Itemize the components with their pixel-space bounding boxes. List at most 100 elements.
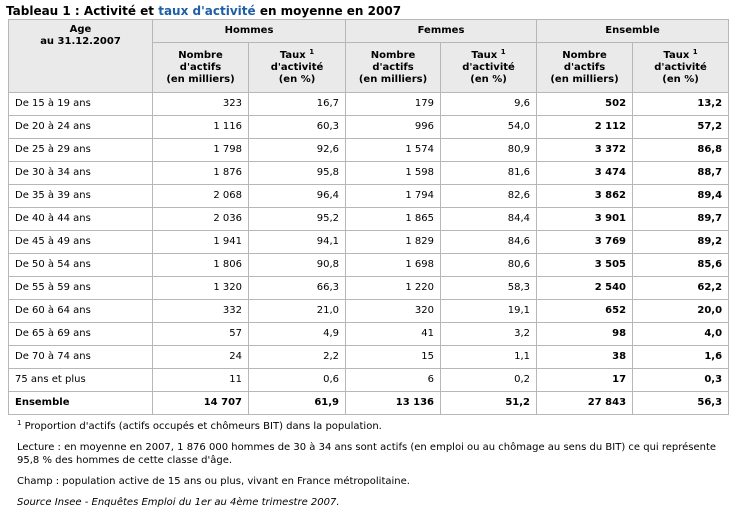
- table-cell: 320: [345, 299, 442, 323]
- table-cell: 1 220: [345, 276, 442, 300]
- table-cell: 92,6: [247, 138, 347, 162]
- age-header-line1: Age: [69, 24, 92, 35]
- table-cell: 3 901: [536, 207, 634, 231]
- table-cell: 1 829: [345, 230, 442, 254]
- measure-header-line2: d'activité: [462, 61, 515, 73]
- measure-header-line1: Taux: [279, 49, 306, 61]
- table-cell: 1 794: [345, 184, 442, 208]
- table-cell: 11: [152, 368, 249, 392]
- table-row: De 65 à 69 ans 57 4,9 41 3,2 98 4,0: [8, 322, 730, 346]
- table-cell: 84,4: [440, 207, 538, 231]
- footnote-marker: 1: [500, 47, 506, 56]
- table-notes: 1 Proportion d'actifs (actifs occupés et…: [17, 420, 729, 509]
- header-row-groups: Age au 31.12.2007 Hommes Femmes Ensemble: [8, 19, 730, 93]
- measure-header-line1: Nombre: [370, 49, 416, 61]
- table-cell: 41: [345, 322, 442, 346]
- table-cell: 81,6: [440, 161, 538, 185]
- measure-header-line2: d'actifs: [563, 61, 606, 73]
- age-header-line2: au 31.12.2007: [40, 36, 121, 47]
- table-row: De 70 à 74 ans 24 2,2 15 1,1 38 1,6: [8, 345, 730, 369]
- table-cell: 17: [536, 368, 634, 392]
- title-prefix: Tableau 1 : Activité et: [6, 4, 159, 18]
- table-cell: 80,6: [440, 253, 538, 277]
- table-cell: 179: [345, 92, 442, 116]
- table-cell: 95,2: [247, 207, 347, 231]
- footnote-text: Proportion d'actifs (actifs occupés et c…: [21, 421, 382, 432]
- table-cell: 88,7: [632, 161, 730, 185]
- table-cell: 58,3: [440, 276, 538, 300]
- table-cell: 57,2: [632, 115, 730, 139]
- table-cell: 1 698: [345, 253, 442, 277]
- measure-header: Nombre d'actifs (en milliers): [345, 42, 442, 93]
- table-cell: 90,8: [247, 253, 347, 277]
- table-row-total: Ensemble 14 707 61,9 13 136 51,2 27 843 56,3: [8, 391, 730, 415]
- table-cell: 89,4: [632, 184, 730, 208]
- table-row: De 45 à 49 ans 1 941 94,1 1 829 84,6 3 769 89,…: [8, 230, 730, 254]
- table-cell: 3,2: [440, 322, 538, 346]
- footnote-marker: 1: [17, 419, 22, 427]
- row-label: 75 ans et plus: [8, 368, 153, 392]
- table-cell: 38: [536, 345, 634, 369]
- header-row-measures: Nombre d'actifs (en milliers) Taux 1 d'activ…: [9, 42, 730, 93]
- table-cell: 95,8: [247, 161, 347, 185]
- table-cell: 82,6: [440, 184, 538, 208]
- table-cell: 1 116: [152, 115, 249, 139]
- row-label: De 65 à 69 ans: [8, 322, 153, 346]
- row-label: De 35 à 39 ans: [8, 184, 153, 208]
- table-cell: 0,6: [247, 368, 347, 392]
- table-body: De 15 à 19 ans 323 16,7 179 9,6 502 13,2 De 20 …: [8, 92, 730, 415]
- taux-activite-link[interactable]: taux d'activité: [158, 4, 256, 18]
- table-row: De 40 à 44 ans 2 036 95,2 1 865 84,4 3 901 89,…: [8, 207, 730, 231]
- table-cell: 2 540: [536, 276, 634, 300]
- table-cell: 89,2: [632, 230, 730, 254]
- table-cell: 1 798: [152, 138, 249, 162]
- activity-table: Age au 31.12.2007 Hommes Femmes Ensemble…: [8, 19, 730, 415]
- measure-header: Taux 1 d'activité (en %): [632, 42, 730, 93]
- table-cell: 84,6: [440, 230, 538, 254]
- measure-header-line1: Nombre: [562, 49, 607, 61]
- table-cell: 80,9: [440, 138, 538, 162]
- row-label: De 25 à 29 ans: [8, 138, 153, 162]
- table-cell: 14 707: [152, 391, 249, 415]
- table-cell: 3 862: [536, 184, 634, 208]
- measure-header-line3: (en milliers): [550, 73, 619, 85]
- table-cell: 19,1: [440, 299, 538, 323]
- table-cell: 15: [345, 345, 442, 369]
- measure-header-line3: (en %): [470, 73, 507, 85]
- table-cell: 24: [152, 345, 249, 369]
- group-header-ensemble: Ensemble: [536, 19, 730, 43]
- row-label: De 20 à 24 ans: [8, 115, 153, 139]
- group-header-femmes: Femmes: [345, 19, 538, 43]
- measure-header-line2: d'activité: [654, 61, 707, 73]
- footnote-marker: 1: [309, 47, 315, 56]
- table-row: De 60 à 64 ans 332 21,0 320 19,1 652 20,0: [8, 299, 730, 323]
- table-row: De 30 à 34 ans 1 876 95,8 1 598 81,6 3 474 88,…: [8, 161, 730, 185]
- measure-header-line1: Taux: [471, 49, 498, 61]
- table-cell: 3 769: [536, 230, 634, 254]
- table-cell: 1 941: [152, 230, 249, 254]
- table-cell: 13 136: [345, 391, 442, 415]
- row-label: De 55 à 59 ans: [8, 276, 153, 300]
- table-row: De 15 à 19 ans 323 16,7 179 9,6 502 13,2: [8, 92, 730, 116]
- measure-header-line3: (en milliers): [358, 73, 428, 85]
- table-cell: 86,8: [632, 138, 730, 162]
- source-note: Source Insee - Enquêtes Emploi du 1er au…: [17, 497, 340, 508]
- table-row: 75 ans et plus 11 0,6 6 0,2 17 0,3: [8, 368, 730, 392]
- table-cell: 6: [345, 368, 442, 392]
- table-row: De 50 à 54 ans 1 806 90,8 1 698 80,6 3 505 85,…: [8, 253, 730, 277]
- table-cell: 996: [345, 115, 442, 139]
- row-label: Ensemble: [8, 391, 153, 415]
- measure-header: Taux 1 d'activité (en %): [440, 42, 538, 93]
- table-cell: 16,7: [247, 92, 347, 116]
- table-cell: 1 320: [152, 276, 249, 300]
- table-cell: 3 474: [536, 161, 634, 185]
- table-cell: 2 036: [152, 207, 249, 231]
- table-cell: 2,2: [247, 345, 347, 369]
- lecture-note: Lecture : en moyenne en 2007, 1 876 000 …: [17, 442, 717, 466]
- age-column-header: Age au 31.12.2007: [8, 19, 153, 93]
- table-cell: 3 505: [536, 253, 634, 277]
- table-cell: 502: [536, 92, 634, 116]
- measure-header-line2: d'actifs: [372, 61, 414, 73]
- table-cell: 13,2: [632, 92, 730, 116]
